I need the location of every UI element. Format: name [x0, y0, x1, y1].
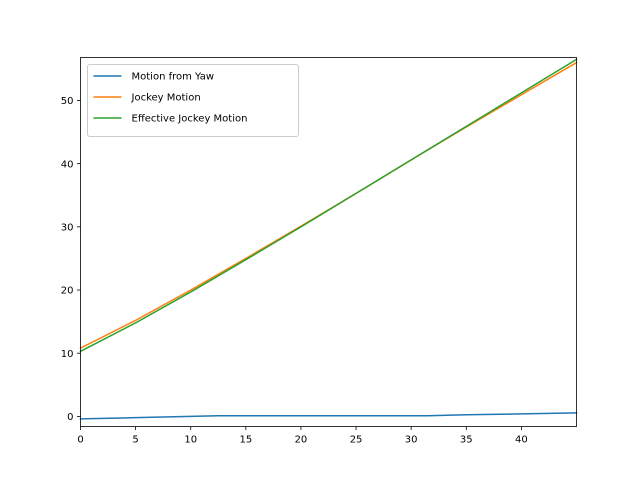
- x-tick-label: 30: [405, 435, 418, 446]
- plot-area-frame: [80, 57, 577, 427]
- legend-label-2: Effective Jockey Motion: [132, 114, 248, 125]
- series-layer: [79, 58, 578, 420]
- y-tick-label: 40: [61, 159, 74, 170]
- x-tick-label: 40: [515, 435, 528, 446]
- x-tick-label: 25: [350, 435, 363, 446]
- x-tick-label: 15: [239, 435, 252, 446]
- x-axis: 0 5 10 15 20 25 30 35 40: [77, 426, 528, 446]
- series-line-2: [79, 58, 578, 353]
- y-axis: 0 10 20 30 40 50: [61, 96, 81, 423]
- y-tick-label: 10: [61, 349, 74, 360]
- x-tick-label: 5: [132, 435, 138, 446]
- y-tick-label: 50: [61, 96, 74, 107]
- y-tick-label: 20: [61, 286, 74, 297]
- x-tick-label: 0: [77, 435, 83, 446]
- x-tick-label: 20: [295, 435, 308, 446]
- legend-label-0: Motion from Yaw: [132, 72, 215, 83]
- legend-box: [87, 64, 299, 137]
- x-tick-label: 35: [460, 435, 473, 446]
- legend: Motion from Yaw Jockey Motion Effective Jo…: [87, 64, 299, 137]
- y-tick-label: 0: [67, 412, 73, 423]
- x-tick-label: 10: [184, 435, 197, 446]
- legend-label-1: Jockey Motion: [131, 93, 201, 104]
- y-tick-label: 30: [61, 222, 74, 233]
- series-line-0: [79, 412, 578, 420]
